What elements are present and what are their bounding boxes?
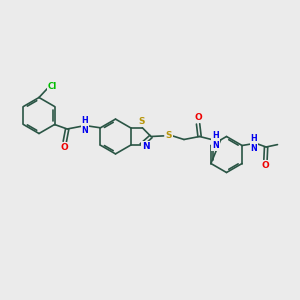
Text: H
N: H N	[251, 134, 257, 153]
Text: O: O	[194, 113, 202, 122]
Text: O: O	[262, 161, 269, 170]
Text: O: O	[61, 143, 69, 152]
Text: Cl: Cl	[48, 82, 57, 91]
Text: S: S	[139, 117, 145, 126]
Text: S: S	[166, 131, 172, 140]
Text: H
N: H N	[212, 131, 219, 150]
Text: N: N	[142, 142, 150, 151]
Text: H
N: H N	[82, 116, 88, 135]
